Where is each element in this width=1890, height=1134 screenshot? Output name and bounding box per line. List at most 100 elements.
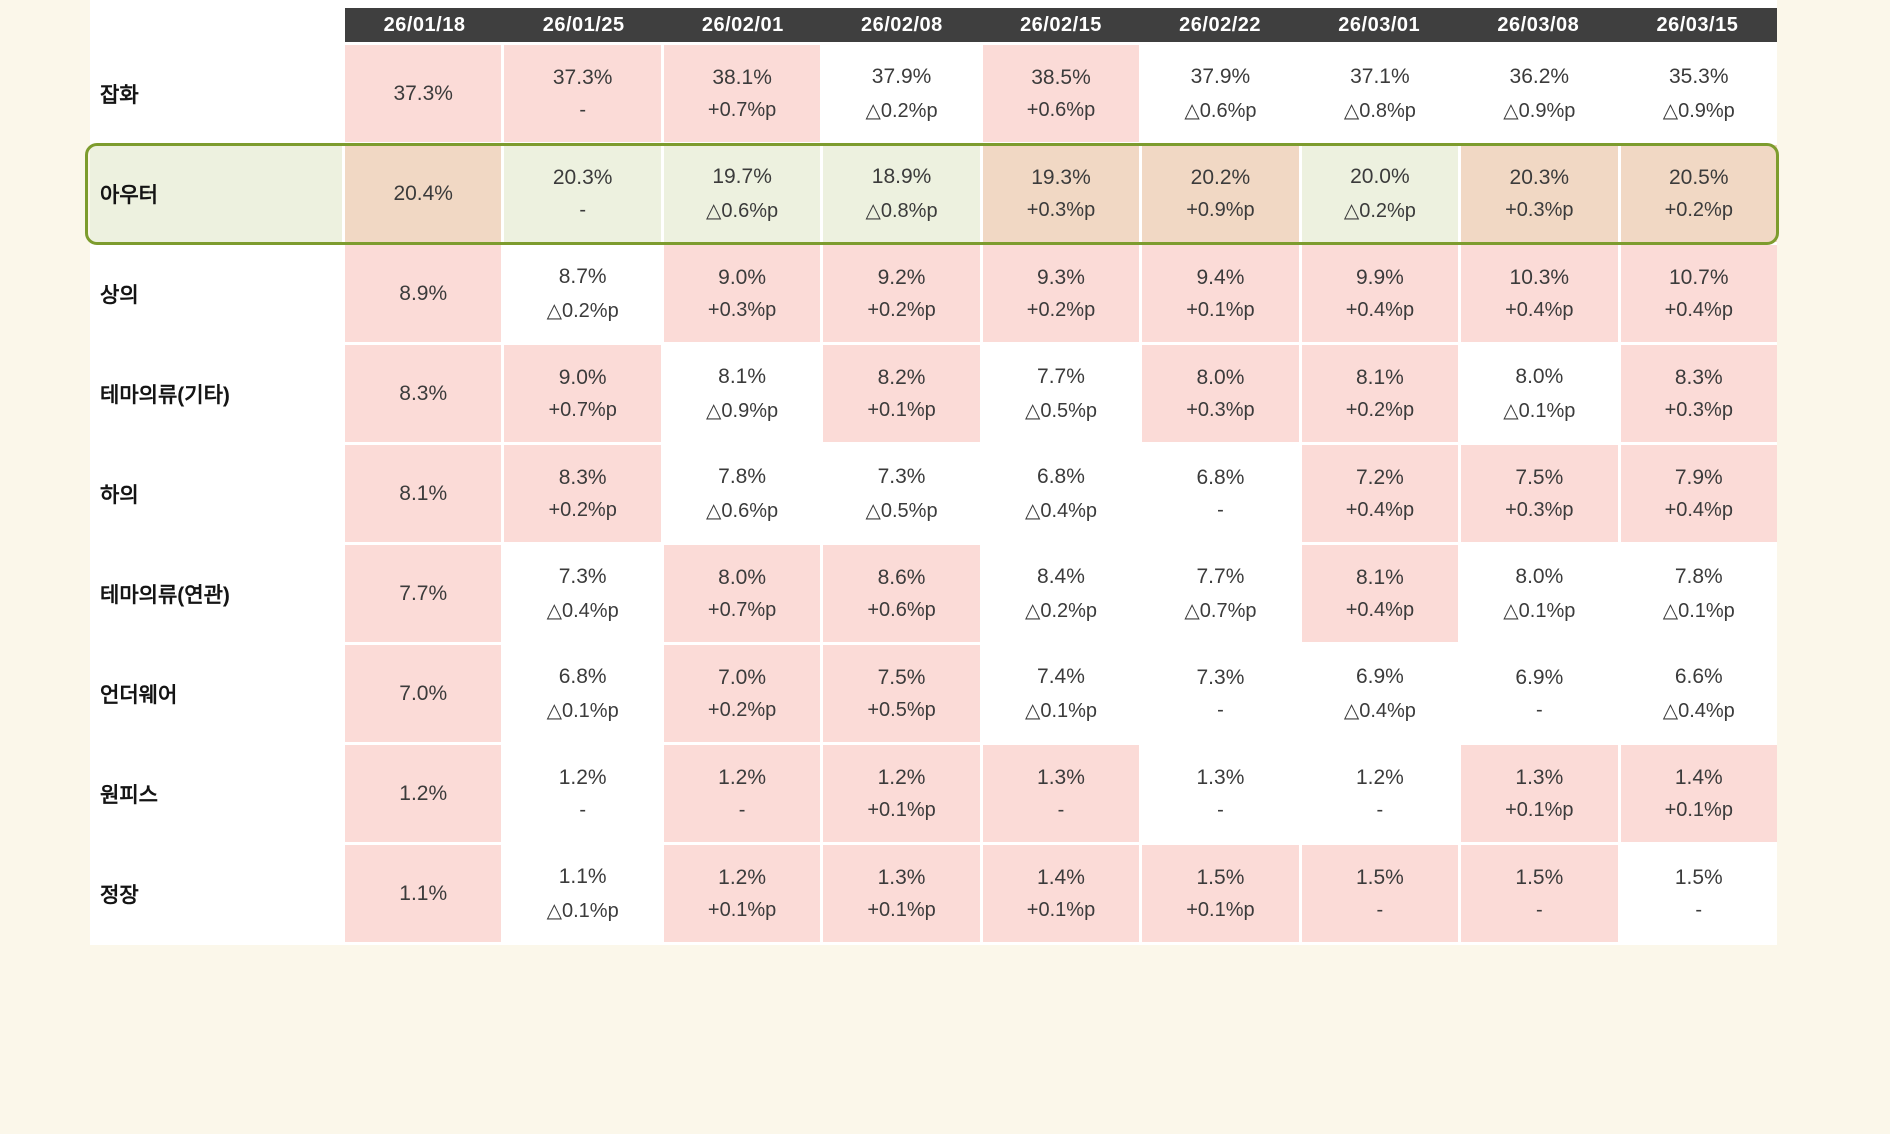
cell-delta: +0.6%p: [867, 598, 936, 621]
value-cell: 8.1%: [345, 445, 502, 542]
cell-value: 8.0%: [1515, 564, 1564, 588]
cell-value: 1.5%: [1196, 865, 1245, 889]
cell-delta: +0.2%p: [1664, 198, 1733, 221]
cell-delta: +0.6%p: [1026, 98, 1096, 121]
cell-delta: +0.3%p: [1664, 398, 1733, 421]
row-label: 상의: [90, 245, 342, 342]
cell-value: 36.2%: [1509, 64, 1570, 88]
value-cell: 9.0% +0.3%p: [663, 245, 821, 342]
cell-value: 18.9%: [871, 164, 932, 188]
value-cell: 7.0%: [345, 645, 502, 742]
cell-value: 7.8%: [718, 464, 767, 488]
cell-value: 1.2%: [399, 781, 448, 805]
cell-value: 7.3%: [558, 564, 607, 588]
cell-delta: -: [738, 798, 746, 821]
value-cell: 8.1% +0.2%p: [1301, 345, 1459, 442]
value-cell: 1.4% +0.1%p: [982, 845, 1140, 942]
value-cell: 7.3% -: [1142, 645, 1299, 742]
cell-value: 1.4%: [1037, 865, 1085, 889]
cell-value: 8.0%: [718, 565, 767, 589]
cell-value: 8.4%: [1037, 564, 1085, 588]
value-cell: 1.3% +0.1%p: [1461, 745, 1618, 842]
value-cell: 6.9% -: [1461, 645, 1618, 742]
cell-delta: △0.1%p: [546, 699, 619, 722]
cell-value: 10.3%: [1509, 265, 1570, 289]
cell-delta: △0.1%p: [1662, 599, 1735, 622]
value-cell: 1.5% +0.1%p: [1142, 845, 1299, 942]
value-cell: 8.0% +0.3%p: [1142, 345, 1299, 442]
cell-value: 8.1%: [1355, 365, 1404, 389]
cell-value: 6.8%: [1037, 464, 1085, 488]
cell-value: 8.0%: [1515, 364, 1564, 388]
cell-delta: △0.8%p: [1343, 99, 1416, 122]
value-cell: 7.7% △0.5%p: [982, 345, 1140, 442]
value-cell: 1.2% +0.1%p: [663, 845, 821, 942]
cell-delta: +0.3%p: [707, 298, 777, 321]
value-cell: 9.0% +0.7%p: [504, 345, 661, 442]
row-label: 테마의류(연관): [90, 545, 342, 642]
cell-delta: +0.2%p: [707, 698, 777, 721]
cell-value: 10.7%: [1668, 265, 1729, 289]
table-body: 잡화 37.3% 37.3% - 38.1% +0.7%p 37.9% △0.2%p 38.5%…: [90, 45, 1777, 942]
value-cell: 9.2% +0.2%p: [823, 245, 980, 342]
cell-delta: △0.5%p: [1024, 399, 1098, 422]
column-header-date: 26/02/01: [701, 13, 784, 36]
value-cell: 38.1% +0.7%p: [663, 45, 821, 142]
value-cell: 20.3% +0.3%p: [1461, 145, 1618, 242]
value-cell: 20.4%: [345, 145, 502, 242]
value-cell: 1.3% -: [1142, 745, 1299, 842]
cell-value: 7.0%: [718, 665, 767, 689]
value-cell: 7.5% +0.5%p: [823, 645, 980, 742]
value-cell: 36.2% △0.9%p: [1461, 45, 1618, 142]
cell-value: 1.3%: [1037, 765, 1085, 789]
cell-value: 7.7%: [1037, 364, 1085, 388]
cell-delta: +0.5%p: [867, 698, 936, 721]
value-cell: 8.3%: [345, 345, 502, 442]
cell-delta: +0.3%p: [1026, 198, 1096, 221]
cell-delta: △0.6%p: [706, 499, 779, 522]
cell-delta: +0.2%p: [867, 298, 936, 321]
report-table-panel: 26/01/18 26/01/25 26/02/01 26/02/08 26/02/15…: [85, 0, 1779, 945]
cell-delta: -: [579, 198, 586, 221]
cell-value: 37.1%: [1350, 64, 1410, 88]
cell-delta: △0.7%p: [1184, 599, 1257, 622]
cell-delta: -: [1376, 798, 1384, 821]
cell-delta: +0.3%p: [1505, 498, 1574, 521]
value-cell: 9.9% +0.4%p: [1301, 245, 1459, 342]
cell-delta: +0.1%p: [867, 798, 936, 821]
cell-delta: +0.4%p: [1664, 498, 1733, 521]
value-cell: 19.7% △0.6%p: [663, 145, 821, 242]
cell-value: 1.3%: [1515, 765, 1564, 789]
cell-value: 1.2%: [718, 765, 767, 789]
value-cell: 8.7% △0.2%p: [504, 245, 661, 342]
cell-delta: △0.8%p: [865, 199, 938, 222]
value-cell: 8.1% △0.9%p: [663, 345, 821, 442]
cell-delta: △0.9%p: [1662, 99, 1735, 122]
cell-value: 37.3%: [393, 81, 453, 105]
cell-value: 1.3%: [1196, 765, 1245, 789]
value-cell: 37.9% △0.2%p: [823, 45, 980, 142]
value-cell: 1.1%: [345, 845, 502, 942]
cell-delta: -: [1376, 898, 1384, 921]
cell-value: 1.3%: [877, 865, 926, 889]
cell-value: 37.9%: [1190, 64, 1251, 88]
value-cell: 10.3% +0.4%p: [1461, 245, 1618, 342]
cell-value: 1.2%: [718, 865, 767, 889]
cell-value: 8.1%: [1355, 565, 1404, 589]
cell-value: 6.9%: [1515, 665, 1564, 689]
cell-delta: △0.2%p: [546, 299, 619, 322]
cell-value: 7.9%: [1674, 465, 1723, 489]
cell-delta: -: [1217, 698, 1224, 721]
value-cell: 6.8% △0.1%p: [504, 645, 661, 742]
column-header-date: 26/02/22: [1179, 13, 1262, 36]
cell-delta: +0.1%p: [867, 398, 936, 421]
cell-delta: △0.6%p: [1184, 99, 1257, 122]
cell-delta: +0.1%p: [1505, 798, 1574, 821]
cell-delta: △0.4%p: [546, 599, 619, 622]
value-cell: 8.3% +0.2%p: [504, 445, 661, 542]
row-label: 정장: [90, 845, 342, 942]
column-header-date: 26/03/01: [1338, 13, 1421, 36]
date-header-row: 26/01/18 26/01/25 26/02/01 26/02/08 26/02/15…: [345, 8, 1777, 42]
cell-delta: +0.1%p: [1186, 298, 1255, 321]
